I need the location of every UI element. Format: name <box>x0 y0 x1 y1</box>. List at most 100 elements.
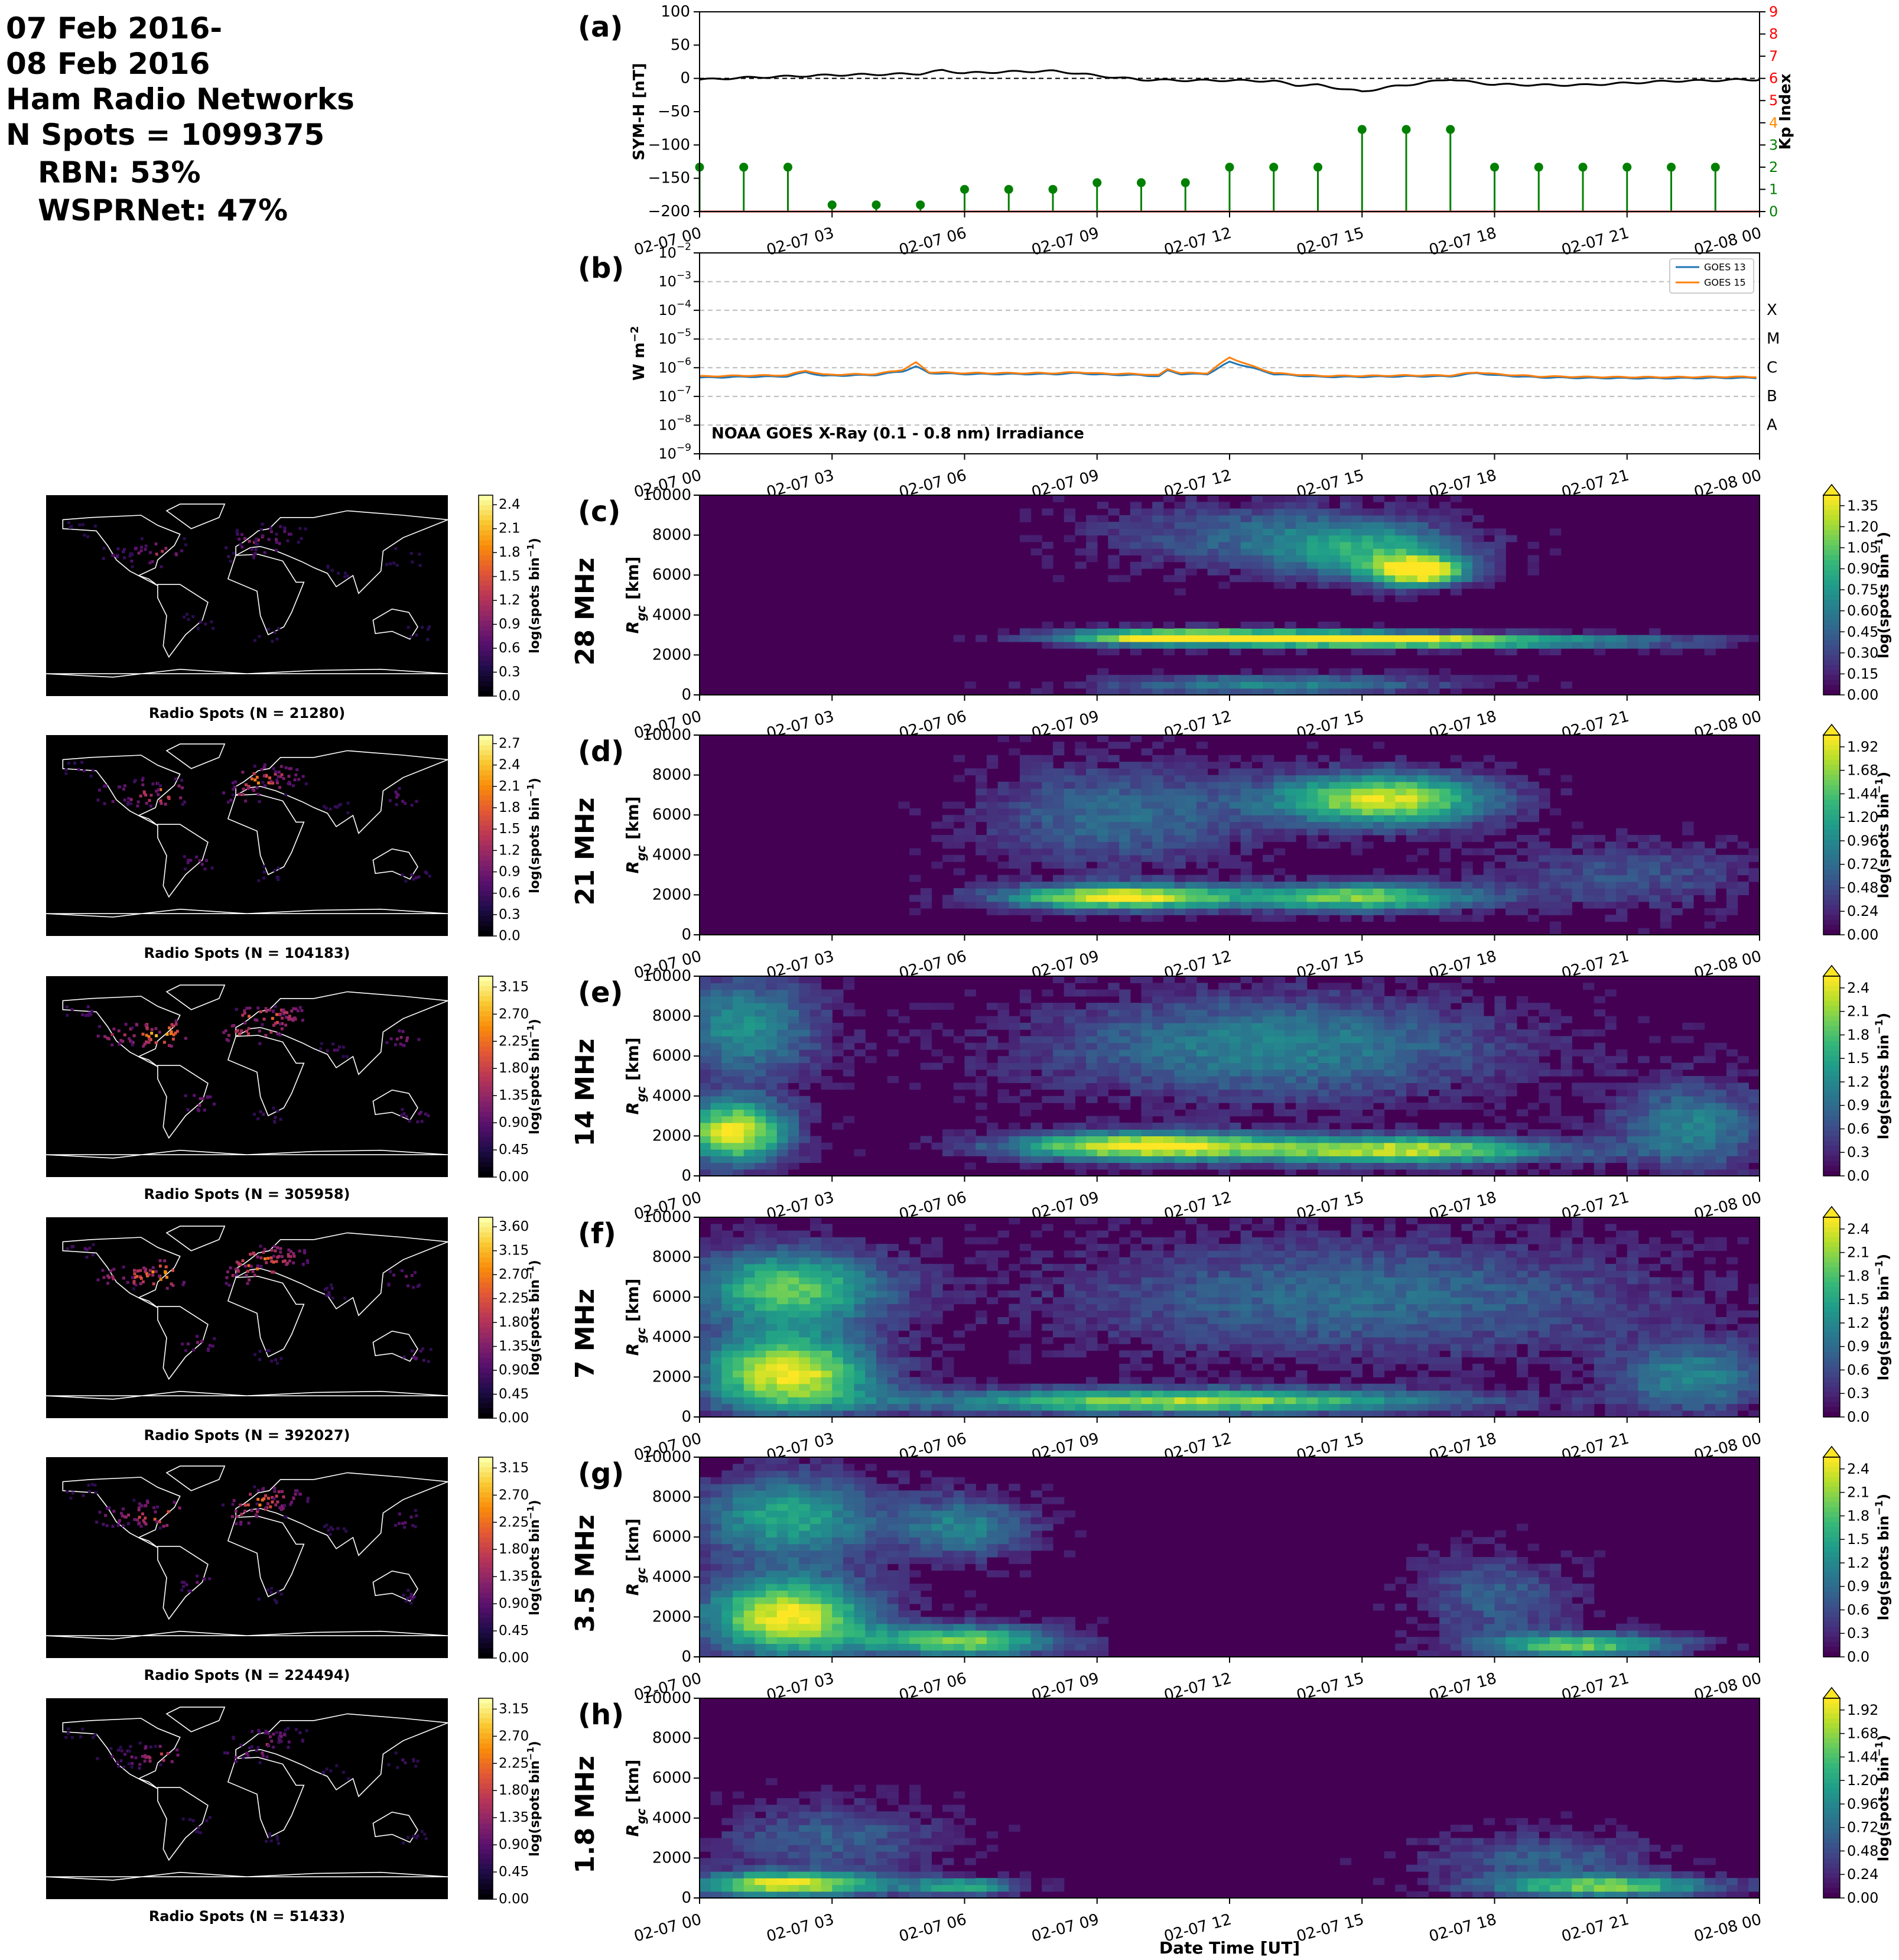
heatmap-cell <box>1042 1069 1053 1077</box>
heatmap-cell <box>1329 675 1341 682</box>
heatmap-cell <box>1351 795 1363 802</box>
heatmap-cell <box>1483 1062 1495 1070</box>
heatmap-cell <box>1273 976 1286 983</box>
heatmap-cell <box>1185 1142 1197 1150</box>
heatmap-cell <box>1163 628 1175 636</box>
heatmap-cell <box>1638 648 1650 655</box>
heatmap-cell <box>1583 641 1595 649</box>
heatmap-cell <box>1461 901 1473 909</box>
heatmap-cell <box>1461 555 1473 563</box>
heatmap-cell <box>1141 541 1153 549</box>
heatmap-cell <box>1516 1156 1529 1163</box>
heatmap-cell <box>1086 1089 1098 1097</box>
heatmap-cell <box>1174 555 1186 563</box>
heatmap-cell <box>1075 841 1087 849</box>
heatmap-cell <box>1141 1016 1153 1023</box>
heatmap-cell <box>799 1042 811 1050</box>
heatmap-cell <box>1428 1062 1440 1070</box>
spot-pixel <box>161 550 164 553</box>
heatmap-cell <box>1351 1129 1363 1136</box>
heatmap-cell <box>743 1162 756 1170</box>
spot-pixel <box>226 801 230 804</box>
heatmap-cell <box>1373 762 1385 769</box>
heatmap-cell <box>1119 641 1131 649</box>
colorbar-tick-label: 2.1 <box>499 521 521 537</box>
heatmap-cell <box>920 1036 932 1044</box>
heatmap-cell <box>1539 854 1550 862</box>
heatmap-cell <box>1064 775 1075 782</box>
heatmap-cell <box>766 1149 778 1156</box>
heatmap-cell <box>1439 915 1451 922</box>
heatmap-cell <box>1549 1083 1562 1090</box>
heatmap-cell <box>1185 755 1197 762</box>
heatmap-cell <box>1472 548 1484 555</box>
heatmap-cell <box>1207 1069 1219 1077</box>
heatmap-cell <box>1439 675 1451 682</box>
colorbar-segment <box>1823 515 1840 521</box>
heatmap-cell <box>1351 1069 1363 1077</box>
heatmap-cell <box>1053 1003 1065 1010</box>
heatmap-cell <box>1053 1036 1065 1044</box>
heatmap-cell <box>1483 1129 1495 1136</box>
heatmap-cell <box>1064 983 1075 990</box>
heatmap-cell <box>1395 1069 1407 1077</box>
heatmap-cell <box>1395 1089 1407 1097</box>
heatmap-cell <box>1737 1136 1749 1143</box>
heatmap-cell <box>953 1129 965 1136</box>
heatmap-cell <box>1339 1022 1352 1030</box>
heatmap-cell <box>1384 515 1396 522</box>
spot-pixel <box>346 574 350 578</box>
heatmap-cell <box>1240 775 1252 782</box>
heatmap-cell <box>1064 1022 1075 1030</box>
spot-pixel <box>83 769 86 772</box>
heatmap-cell <box>1450 996 1462 1003</box>
heatmap-cell <box>1384 1016 1396 1023</box>
heatmap-cell <box>1130 1136 1142 1143</box>
heatmap-cell <box>986 888 999 895</box>
heatmap-cell <box>1395 555 1407 563</box>
heatmap-cell <box>1406 568 1418 576</box>
heatmap-cell <box>743 1049 756 1057</box>
heatmap-cell <box>1572 635 1583 642</box>
spot-pixel <box>395 792 398 795</box>
heatmap-cell <box>1019 1022 1032 1030</box>
heatmap-cell <box>1505 635 1517 642</box>
heatmap-cell <box>1726 1122 1738 1130</box>
heatmap-cell <box>1704 862 1716 869</box>
heatmap-cell <box>1384 1049 1396 1057</box>
heatmap-cell <box>964 888 976 895</box>
heatmap-cell <box>1174 841 1186 849</box>
heatmap-cell <box>1384 1149 1396 1156</box>
heatmap-cell <box>1649 901 1661 909</box>
heatmap-cell <box>997 881 1009 889</box>
colorbar-segment <box>479 890 493 896</box>
heatmap-cell <box>1748 635 1760 642</box>
heatmap-cell <box>721 1096 733 1103</box>
heatmap-cell <box>898 1016 910 1023</box>
heatmap-cell <box>1075 1029 1087 1036</box>
heatmap-cell <box>1395 1156 1407 1163</box>
heatmap-cell <box>1682 1156 1694 1163</box>
heatmap-cell <box>1152 1149 1164 1156</box>
heatmap-cell <box>1494 568 1506 576</box>
heatmap-cell <box>1285 835 1296 842</box>
spot-pixel <box>183 867 187 871</box>
heatmap-cell <box>1141 775 1153 782</box>
heatmap-cell <box>1196 854 1208 862</box>
heatmap-cell <box>1163 875 1175 882</box>
spot-pixel <box>148 561 152 565</box>
heatmap-cell <box>1163 641 1175 649</box>
heatmap-cell <box>975 835 987 842</box>
heatmap-cell <box>1572 862 1583 869</box>
heatmap-cell <box>1251 535 1263 542</box>
heatmap-cell <box>1251 568 1263 576</box>
heatmap-cell <box>843 976 855 983</box>
heatmap-cell <box>799 1036 811 1044</box>
heatmap-cell <box>1737 1096 1749 1103</box>
heatmap-cell <box>1306 522 1319 529</box>
heatmap-cell <box>1296 522 1308 529</box>
heatmap-cell <box>1516 1042 1529 1050</box>
heatmap-cell <box>1240 1009 1252 1017</box>
spot-pixel <box>344 571 347 575</box>
heatmap-cell <box>1527 628 1539 636</box>
